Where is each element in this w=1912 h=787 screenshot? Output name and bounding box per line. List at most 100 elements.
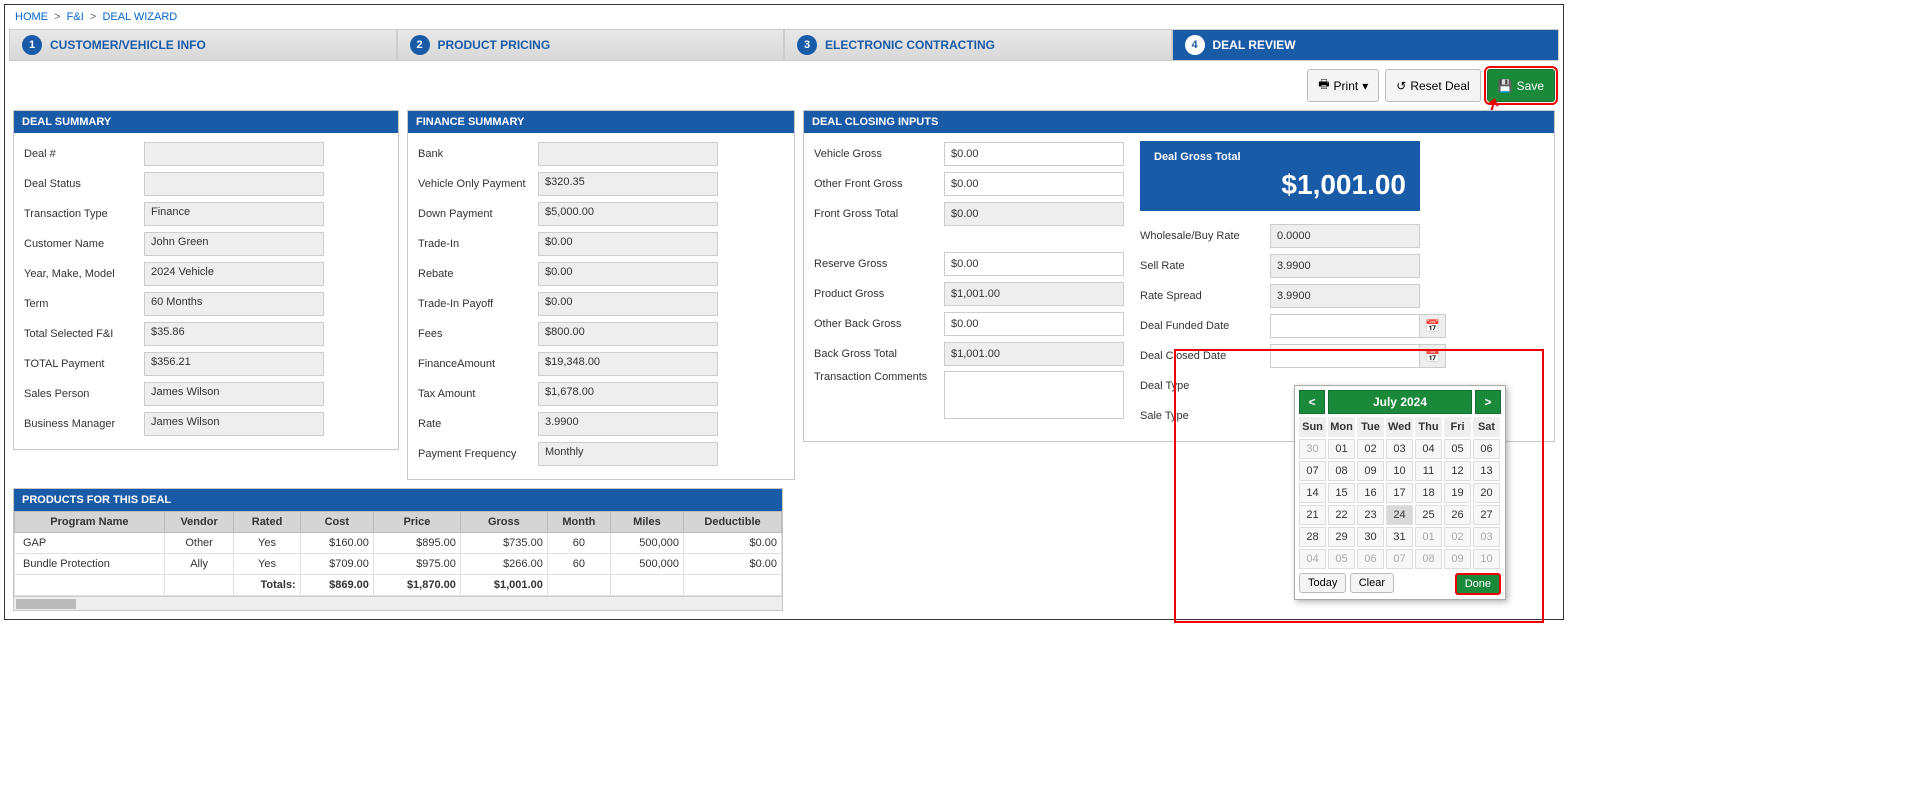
- step-customer-vehicle[interactable]: 1CUSTOMER/VEHICLE INFO: [9, 29, 397, 61]
- datepicker-day[interactable]: 21: [1299, 505, 1326, 525]
- datepicker: < July 2024 > Sun Mon Tue Wed Thu Fri Sa…: [1294, 385, 1506, 600]
- datepicker-day[interactable]: 02: [1444, 527, 1471, 547]
- print-icon: 🖶: [1318, 75, 1329, 96]
- datepicker-day[interactable]: 26: [1444, 505, 1471, 525]
- datepicker-title[interactable]: July 2024: [1328, 390, 1472, 414]
- datepicker-day[interactable]: 15: [1328, 483, 1355, 503]
- datepicker-day[interactable]: 08: [1328, 461, 1355, 481]
- datepicker-day[interactable]: 08: [1415, 549, 1442, 569]
- datepicker-day[interactable]: 27: [1473, 505, 1500, 525]
- col-month: Month: [547, 512, 610, 533]
- fees-value: $800.00: [538, 322, 718, 346]
- reserve-gross-input[interactable]: [944, 252, 1124, 276]
- datepicker-clear-button[interactable]: Clear: [1350, 573, 1394, 593]
- deal-gross-total-box: Deal Gross Total $1,001.00: [1140, 141, 1420, 211]
- sell-rate-input[interactable]: [1270, 254, 1420, 278]
- datepicker-day[interactable]: 28: [1299, 527, 1326, 547]
- step-product-pricing[interactable]: 2PRODUCT PRICING: [397, 29, 785, 61]
- datepicker-day[interactable]: 07: [1299, 461, 1326, 481]
- datepicker-today-button[interactable]: Today: [1299, 573, 1346, 593]
- datepicker-day[interactable]: 10: [1386, 461, 1413, 481]
- datepicker-day[interactable]: 03: [1473, 527, 1500, 547]
- other-front-gross-input[interactable]: [944, 172, 1124, 196]
- datepicker-day[interactable]: 04: [1415, 439, 1442, 459]
- datepicker-day[interactable]: 29: [1328, 527, 1355, 547]
- step-deal-review[interactable]: 4DEAL REVIEW: [1172, 29, 1560, 61]
- datepicker-day[interactable]: 19: [1444, 483, 1471, 503]
- datepicker-day[interactable]: 17: [1386, 483, 1413, 503]
- year-make-model-label: Year, Make, Model: [24, 268, 144, 280]
- datepicker-day[interactable]: 03: [1386, 439, 1413, 459]
- datepicker-day[interactable]: 07: [1386, 549, 1413, 569]
- total-fi-value: $35.86: [144, 322, 324, 346]
- reserve-gross-label: Reserve Gross: [814, 258, 944, 270]
- datepicker-day[interactable]: 18: [1415, 483, 1442, 503]
- breadcrumb-deal-wizard[interactable]: DEAL WIZARD: [102, 11, 177, 23]
- datepicker-day[interactable]: 04: [1299, 549, 1326, 569]
- datepicker-done-button[interactable]: Done: [1455, 573, 1501, 595]
- finance-amount-value: $19,348.00: [538, 352, 718, 376]
- back-gross-total-label: Back Gross Total: [814, 348, 944, 360]
- wholesale-buy-rate-input[interactable]: [1270, 224, 1420, 248]
- datepicker-day[interactable]: 30: [1299, 439, 1326, 459]
- col-cost: Cost: [300, 512, 373, 533]
- reset-deal-button[interactable]: ↺Reset Deal: [1385, 69, 1480, 102]
- datepicker-day[interactable]: 31: [1386, 527, 1413, 547]
- deal-gross-total-label: Deal Gross Total: [1154, 151, 1406, 163]
- breadcrumb-home[interactable]: HOME: [15, 11, 48, 23]
- breadcrumb-fi[interactable]: F&I: [67, 11, 84, 23]
- payment-frequency-value: Monthly: [538, 442, 718, 466]
- deal-funded-date-calendar-button[interactable]: 📅: [1420, 314, 1446, 338]
- datepicker-day[interactable]: 13: [1473, 461, 1500, 481]
- datepicker-day[interactable]: 06: [1473, 439, 1500, 459]
- sales-person-label: Sales Person: [24, 388, 144, 400]
- datepicker-day[interactable]: 05: [1444, 439, 1471, 459]
- trade-in-payoff-value: $0.00: [538, 292, 718, 316]
- print-button[interactable]: 🖶Print▾: [1307, 69, 1379, 102]
- step-electronic-contracting[interactable]: 3ELECTRONIC CONTRACTING: [784, 29, 1172, 61]
- datepicker-day[interactable]: 05: [1328, 549, 1355, 569]
- sell-rate-label: Sell Rate: [1140, 260, 1270, 272]
- save-icon: 💾: [1498, 79, 1513, 93]
- datepicker-day[interactable]: 22: [1328, 505, 1355, 525]
- datepicker-day[interactable]: 23: [1357, 505, 1384, 525]
- datepicker-day[interactable]: 10: [1473, 549, 1500, 569]
- datepicker-day[interactable]: 12: [1444, 461, 1471, 481]
- finance-amount-label: FinanceAmount: [418, 358, 538, 370]
- other-back-gross-input[interactable]: [944, 312, 1124, 336]
- datepicker-day[interactable]: 01: [1328, 439, 1355, 459]
- datepicker-day[interactable]: 30: [1357, 527, 1384, 547]
- datepicker-day[interactable]: 02: [1357, 439, 1384, 459]
- table-row[interactable]: Bundle ProtectionAllyYes $709.00$975.00$…: [15, 554, 782, 575]
- col-rated: Rated: [234, 512, 300, 533]
- datepicker-day-today[interactable]: 24: [1386, 505, 1413, 525]
- vehicle-gross-input[interactable]: [944, 142, 1124, 166]
- panel-header-deal-closing: DEAL CLOSING INPUTS: [804, 111, 1554, 133]
- datepicker-next-button[interactable]: >: [1475, 390, 1501, 414]
- table-row[interactable]: GAPOtherYes $160.00$895.00$735.00 60500,…: [15, 533, 782, 554]
- datepicker-day[interactable]: 20: [1473, 483, 1500, 503]
- undo-icon: ↺: [1396, 79, 1406, 93]
- datepicker-day[interactable]: 16: [1357, 483, 1384, 503]
- datepicker-day[interactable]: 11: [1415, 461, 1442, 481]
- datepicker-day[interactable]: 25: [1415, 505, 1442, 525]
- datepicker-day[interactable]: 14: [1299, 483, 1326, 503]
- datepicker-dow: Fri: [1444, 417, 1471, 437]
- datepicker-prev-button[interactable]: <: [1299, 390, 1325, 414]
- total-fi-label: Total Selected F&I: [24, 328, 144, 340]
- datepicker-day[interactable]: 09: [1357, 461, 1384, 481]
- products-table: Program Name Vendor Rated Cost Price Gro…: [14, 511, 782, 596]
- transaction-comments-input[interactable]: [944, 371, 1124, 419]
- datepicker-day[interactable]: 01: [1415, 527, 1442, 547]
- scrollbar-thumb[interactable]: [16, 599, 76, 609]
- rebate-value: $0.00: [538, 262, 718, 286]
- horizontal-scrollbar[interactable]: [14, 596, 782, 610]
- datepicker-day[interactable]: 09: [1444, 549, 1471, 569]
- deal-funded-date-input[interactable]: [1270, 314, 1420, 338]
- transaction-comments-label: Transaction Comments: [814, 371, 944, 383]
- datepicker-day[interactable]: 06: [1357, 549, 1384, 569]
- vehicle-only-payment-label: Vehicle Only Payment: [418, 178, 538, 190]
- transaction-type-label: Transaction Type: [24, 208, 144, 220]
- rate-value: 3.9900: [538, 412, 718, 436]
- sales-person-value: James Wilson: [144, 382, 324, 406]
